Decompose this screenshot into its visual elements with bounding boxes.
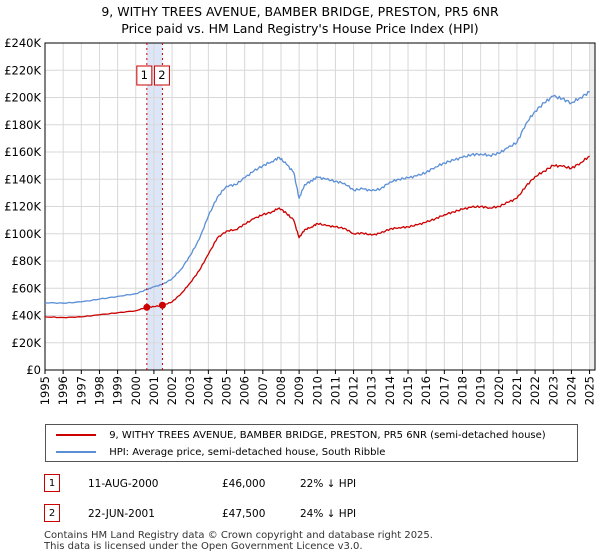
sale-number-box xyxy=(136,65,153,86)
x-tick-label: 2023 xyxy=(546,376,560,405)
x-tick-label: 1996 xyxy=(56,376,70,405)
transaction-hpi-diff: 24% ↓ HPI xyxy=(300,508,357,520)
sale-point xyxy=(158,301,166,309)
x-tick-label: 2011 xyxy=(328,376,342,405)
y-tick-label: £140K xyxy=(4,172,41,186)
y-tick-label: £60K xyxy=(12,281,42,295)
x-tick-label: 2017 xyxy=(437,376,451,405)
x-tick-label: 2006 xyxy=(238,376,252,405)
sale-number-label: 1 xyxy=(141,68,148,82)
x-tick-label: 2002 xyxy=(165,376,179,405)
x-tick-label: 2013 xyxy=(365,376,379,405)
legend-label-property: 9, WITHY TREES AVENUE, BAMBER BRIDGE, PR… xyxy=(109,430,546,441)
y-tick-label: £240K xyxy=(4,36,41,50)
sale-number-label: 2 xyxy=(158,68,165,82)
footer-copyright: Contains HM Land Registry data © Crown c… xyxy=(44,530,433,541)
y-tick-label: £180K xyxy=(4,118,41,132)
x-tick-label: 2024 xyxy=(564,376,578,405)
transaction-date: 22-JUN-2001 xyxy=(88,508,155,520)
x-tick-label: 2018 xyxy=(455,376,469,405)
x-tick-label: 2019 xyxy=(474,376,488,405)
x-tick-label: 2005 xyxy=(220,376,234,405)
x-tick-label: 2016 xyxy=(419,376,433,405)
y-tick-label: £20K xyxy=(12,336,42,350)
x-tick-label: 2003 xyxy=(183,376,197,405)
x-tick-label: 2004 xyxy=(201,376,215,405)
legend-swatch-hpi xyxy=(56,451,96,453)
y-tick-label: £120K xyxy=(4,200,41,214)
x-tick-label: 2010 xyxy=(310,376,324,405)
x-tick-label: 2015 xyxy=(401,376,415,405)
transaction-hpi-diff: 22% ↓ HPI xyxy=(300,478,357,490)
x-tick-label: 2021 xyxy=(510,376,524,405)
price-chart: £0 £20K £40K £60K £80K £100K £120K £140K £160K £1… xyxy=(4,36,597,405)
x-tick-label: 2008 xyxy=(274,376,288,405)
y-tick-label: £80K xyxy=(12,254,42,268)
y-tick-label: £0 xyxy=(26,363,41,377)
transaction-date: 11-AUG-2000 xyxy=(88,478,159,490)
chart-title-line2: Price paid vs. HM Land Registry's House … xyxy=(121,21,479,36)
transaction-badge: 1 xyxy=(44,474,60,492)
sale-number-box xyxy=(153,65,170,86)
y-tick-label: £160K xyxy=(4,145,41,159)
footer-licence: This data is licensed under the Open Gov… xyxy=(44,541,363,552)
x-tick-label: 2014 xyxy=(383,376,397,405)
x-tick-label: 2012 xyxy=(347,376,361,405)
transaction-badge: 2 xyxy=(44,504,60,522)
x-tick-label: 1995 xyxy=(38,376,52,405)
legend-label-hpi: HPI: Average price, semi-detached house,… xyxy=(109,447,386,458)
transaction-price: £47,500 xyxy=(222,508,266,520)
chart-title-line1: 9, WITHY TREES AVENUE, BAMBER BRIDGE, PR… xyxy=(101,4,499,19)
sale-point xyxy=(143,303,151,311)
x-tick-label: 1998 xyxy=(92,376,106,405)
plot-frame xyxy=(44,42,596,371)
x-tick-label: 1999 xyxy=(111,376,125,405)
legend-swatch-property xyxy=(56,434,96,436)
property-price-line xyxy=(44,155,590,319)
y-tick-label: £40K xyxy=(12,309,42,323)
x-tick-label: 2025 xyxy=(583,376,597,405)
legend-item-hpi: HPI: Average price, semi-detached house,… xyxy=(56,445,385,461)
x-tick-label: 2009 xyxy=(292,376,306,405)
x-tick-label: 2001 xyxy=(147,376,161,405)
y-tick-label: £100K xyxy=(4,227,41,241)
x-tick-label: 2022 xyxy=(528,376,542,405)
chart-title: 9, WITHY TREES AVENUE, BAMBER BRIDGE, PR… xyxy=(0,3,600,37)
y-tick-label: £220K xyxy=(4,63,41,77)
footer: Contains HM Land Registry data © Crown c… xyxy=(44,530,433,552)
legend: 9, WITHY TREES AVENUE, BAMBER BRIDGE, PR… xyxy=(45,424,578,462)
x-tick-label: 2007 xyxy=(256,376,270,405)
x-tick-label: 2020 xyxy=(492,376,506,405)
transaction-price: £46,000 xyxy=(222,478,266,490)
x-tick-label: 1997 xyxy=(74,376,88,405)
hpi-line xyxy=(44,90,590,305)
y-tick-label: £200K xyxy=(4,91,41,105)
x-tick-label: 2000 xyxy=(129,376,143,405)
legend-item-property: 9, WITHY TREES AVENUE, BAMBER BRIDGE, PR… xyxy=(56,428,546,444)
